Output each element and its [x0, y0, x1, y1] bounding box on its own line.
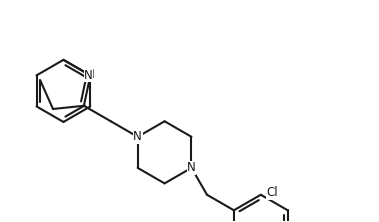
Text: N: N — [84, 69, 93, 82]
Text: N: N — [86, 68, 95, 81]
Text: N: N — [187, 161, 196, 174]
Text: N: N — [133, 130, 142, 143]
Text: Cl: Cl — [266, 186, 278, 199]
